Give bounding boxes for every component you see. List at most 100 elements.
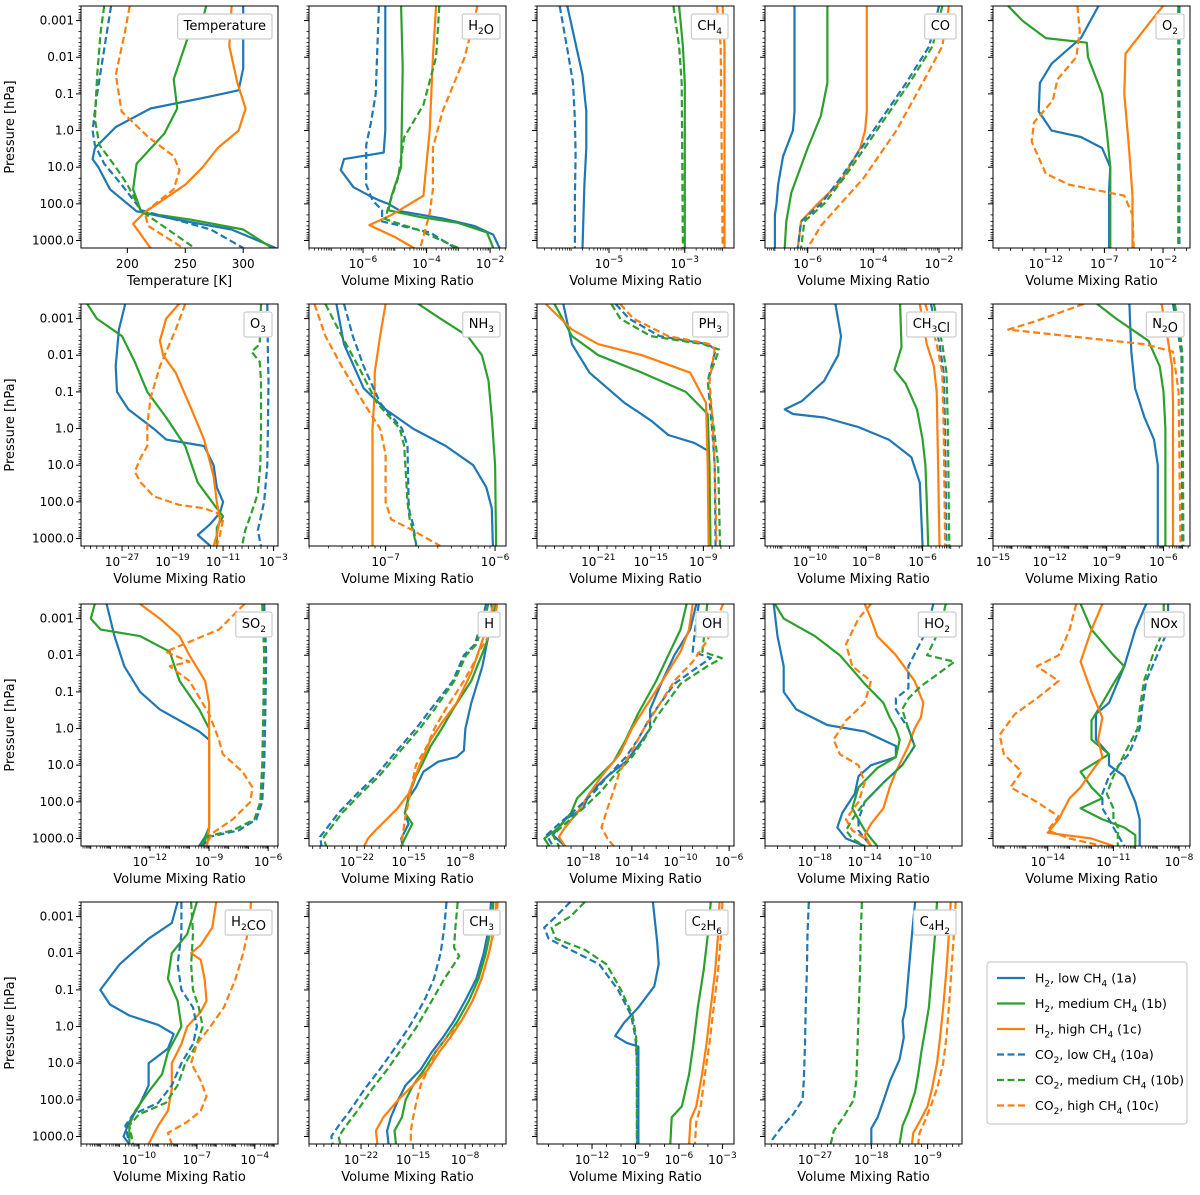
x-tick-label: 10−10 (897, 853, 932, 869)
x-tick-label: 10−3 (670, 255, 699, 271)
series-line (550, 902, 638, 1144)
series-line (363, 604, 495, 846)
axes-frame (80, 603, 279, 847)
series-line (566, 6, 588, 248)
series-line (693, 902, 724, 1144)
x-tick-label: 10−6 (908, 553, 937, 569)
y-tick-label: 0.001 (40, 612, 74, 626)
axes-frame (80, 5, 279, 249)
y-tick-label: 0.1 (55, 685, 74, 699)
x-tick-label: 10−6 (665, 1151, 694, 1167)
axes-frame (764, 303, 963, 547)
series-line (240, 304, 263, 546)
panel-title-text: Temperature (183, 19, 266, 34)
panel-title: H2CO (224, 909, 273, 936)
y-tick-label: 0.01 (47, 946, 74, 960)
panel-title: CH3 (462, 909, 501, 936)
panel-title-box (924, 13, 957, 40)
legend-label: H2, medium CH4 (1b) (1035, 996, 1167, 1015)
x-tick-label: 10−6 (349, 255, 378, 271)
panel: 10−12 10−9 10−6 10−3 Volume Mixing Ratio C2H6 (532, 901, 737, 1185)
panel: 10−18 10−14 10−10 10−6 Volume Mixing Ratio OH (532, 603, 744, 887)
y-tick-label: 0.01 (47, 648, 74, 662)
x-axis-title: Volume Mixing Ratio (113, 872, 246, 887)
panel: 0.001 0.01 0.1 1.0 10.0 100.0 1000.0 10−12 10−9 1… (32, 603, 283, 887)
y-axis-labels: Pressure [hPa] Pressure [hPa] Pressure [hP… (3, 80, 18, 1069)
y-tick-label: 0.1 (55, 385, 74, 399)
y-axis-title: Pressure [hPa] (3, 678, 18, 771)
x-tick-label: 250 (174, 257, 197, 271)
x-tick-label: 10−11 (1096, 853, 1130, 869)
series-line (124, 902, 198, 1144)
y-tick-label: 100.0 (40, 197, 74, 211)
x-tick-label: 10−19 (155, 553, 190, 569)
panel-title-box (462, 311, 501, 338)
panel-title-text: H (484, 617, 494, 632)
x-tick-label: 10−11 (206, 553, 240, 569)
panel: 10−21 10−15 10−9 Volume Mixing Ratio PH3 (532, 303, 735, 587)
panel-title-text: NH3 (469, 317, 494, 335)
series-line (164, 604, 254, 846)
panel-title-text: CO (931, 19, 950, 34)
panel: 10−5 10−3 Volume Mixing Ratio CH4 (532, 5, 735, 289)
axes-frame (536, 303, 735, 547)
panel: 0.001 0.01 0.1 1.0 10.0 100.0 1000.0 10−27 10−19… (32, 303, 288, 587)
panel-title-box (235, 611, 273, 638)
series-line (417, 304, 498, 546)
y-tick-label: 1000.0 (32, 832, 74, 846)
x-axis-title: Volume Mixing Ratio (341, 274, 474, 289)
panel-title-box (917, 611, 957, 638)
series-line (893, 304, 930, 546)
series-line (158, 304, 221, 546)
x-tick-label: 10−27 (105, 553, 139, 569)
y-tick-label: 0.01 (47, 50, 74, 64)
panel-title-box (1145, 311, 1185, 338)
series-line (335, 304, 494, 546)
x-tick-label: 10−10 (663, 853, 698, 869)
x-tick-label: 10−7 (371, 553, 400, 569)
y-tick-label: 0.1 (55, 983, 74, 997)
series-line (400, 604, 497, 846)
series-line (393, 902, 495, 1144)
series-line (1030, 6, 1135, 248)
panel-title: HO2 (917, 611, 957, 638)
x-tick-label: 10−8 (1165, 853, 1194, 869)
panel-title-box (913, 909, 957, 936)
x-axis-title: Volume Mixing Ratio (797, 1170, 930, 1185)
x-axis-title: Volume Mixing Ratio (113, 572, 246, 587)
x-tick-label: 10−3 (259, 553, 288, 569)
panel: 10−27 10−18 10−9 Volume Mixing Ratio C4H2 (760, 901, 963, 1185)
panel-title-text: C4H2 (920, 915, 950, 937)
x-tick-label: 10−12 (1029, 255, 1063, 271)
series-line (256, 304, 270, 546)
series-line (324, 304, 418, 546)
panel: 0.001 0.01 0.1 1.0 10.0 100.0 1000.0 10−10 10−7 1… (32, 901, 279, 1185)
panel-title: H2O (461, 13, 501, 40)
panel-title-box (685, 909, 729, 936)
series-line (132, 6, 247, 248)
axes-frame (308, 5, 507, 249)
x-tick-label: 10−10 (793, 553, 828, 569)
axes-frame (80, 303, 279, 547)
y-tick-label: 0.001 (40, 312, 74, 326)
series-line (1101, 604, 1170, 846)
x-tick-label: 10−15 (391, 853, 425, 869)
panel-title: C2H6 (685, 909, 729, 937)
series-line (114, 304, 225, 546)
series-line (783, 6, 829, 248)
x-tick-label: 10−8 (446, 853, 475, 869)
panel-title: CH3Cl (906, 311, 957, 338)
legend-label: CO2, low CH4 (10a) (1035, 1047, 1154, 1066)
x-tick-label: 10−6 (1149, 553, 1178, 569)
series-line (342, 304, 418, 546)
x-tick-label: 10−8 (852, 553, 881, 569)
panel-title: Temperature (177, 13, 273, 40)
series-line (910, 902, 952, 1144)
panel-title-text: CH3 (469, 915, 494, 933)
panel-title: C4H2 (913, 909, 957, 937)
panel-title-text: C2H6 (692, 915, 723, 937)
series-line (1007, 6, 1112, 248)
